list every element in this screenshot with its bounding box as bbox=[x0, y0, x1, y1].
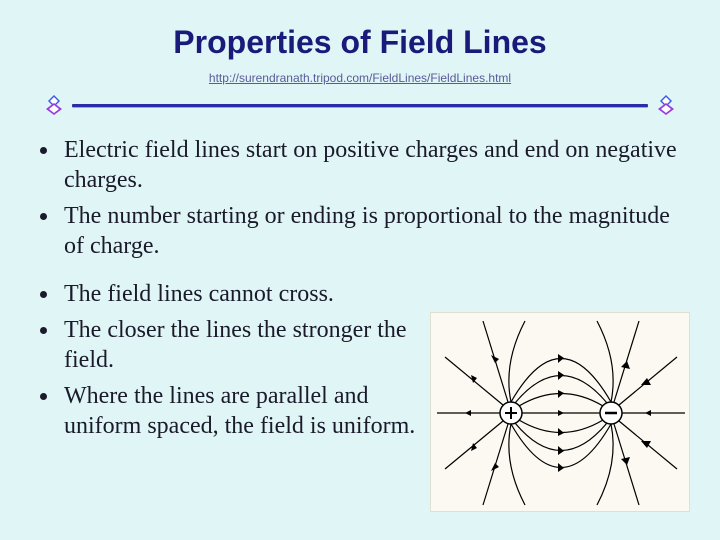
bullet-list-upper: Electric field lines start on positive c… bbox=[0, 121, 720, 261]
list-item: The closer the lines the stronger the fi… bbox=[60, 315, 420, 375]
list-item: Electric field lines start on positive c… bbox=[60, 135, 680, 195]
decorative-divider bbox=[0, 85, 720, 121]
divider-ornament-left-icon bbox=[40, 93, 68, 117]
divider-ornament-right-icon bbox=[652, 93, 680, 117]
dipole-field-diagram bbox=[430, 312, 690, 512]
list-item: The number starting or ending is proport… bbox=[60, 201, 680, 261]
list-item: The field lines cannot cross. bbox=[60, 279, 420, 309]
reference-link[interactable]: http://surendranath.tripod.com/FieldLine… bbox=[0, 71, 720, 85]
page-title: Properties of Field Lines bbox=[0, 0, 720, 61]
divider-rule bbox=[72, 104, 648, 107]
list-item: Where the lines are parallel and uniform… bbox=[60, 381, 420, 441]
